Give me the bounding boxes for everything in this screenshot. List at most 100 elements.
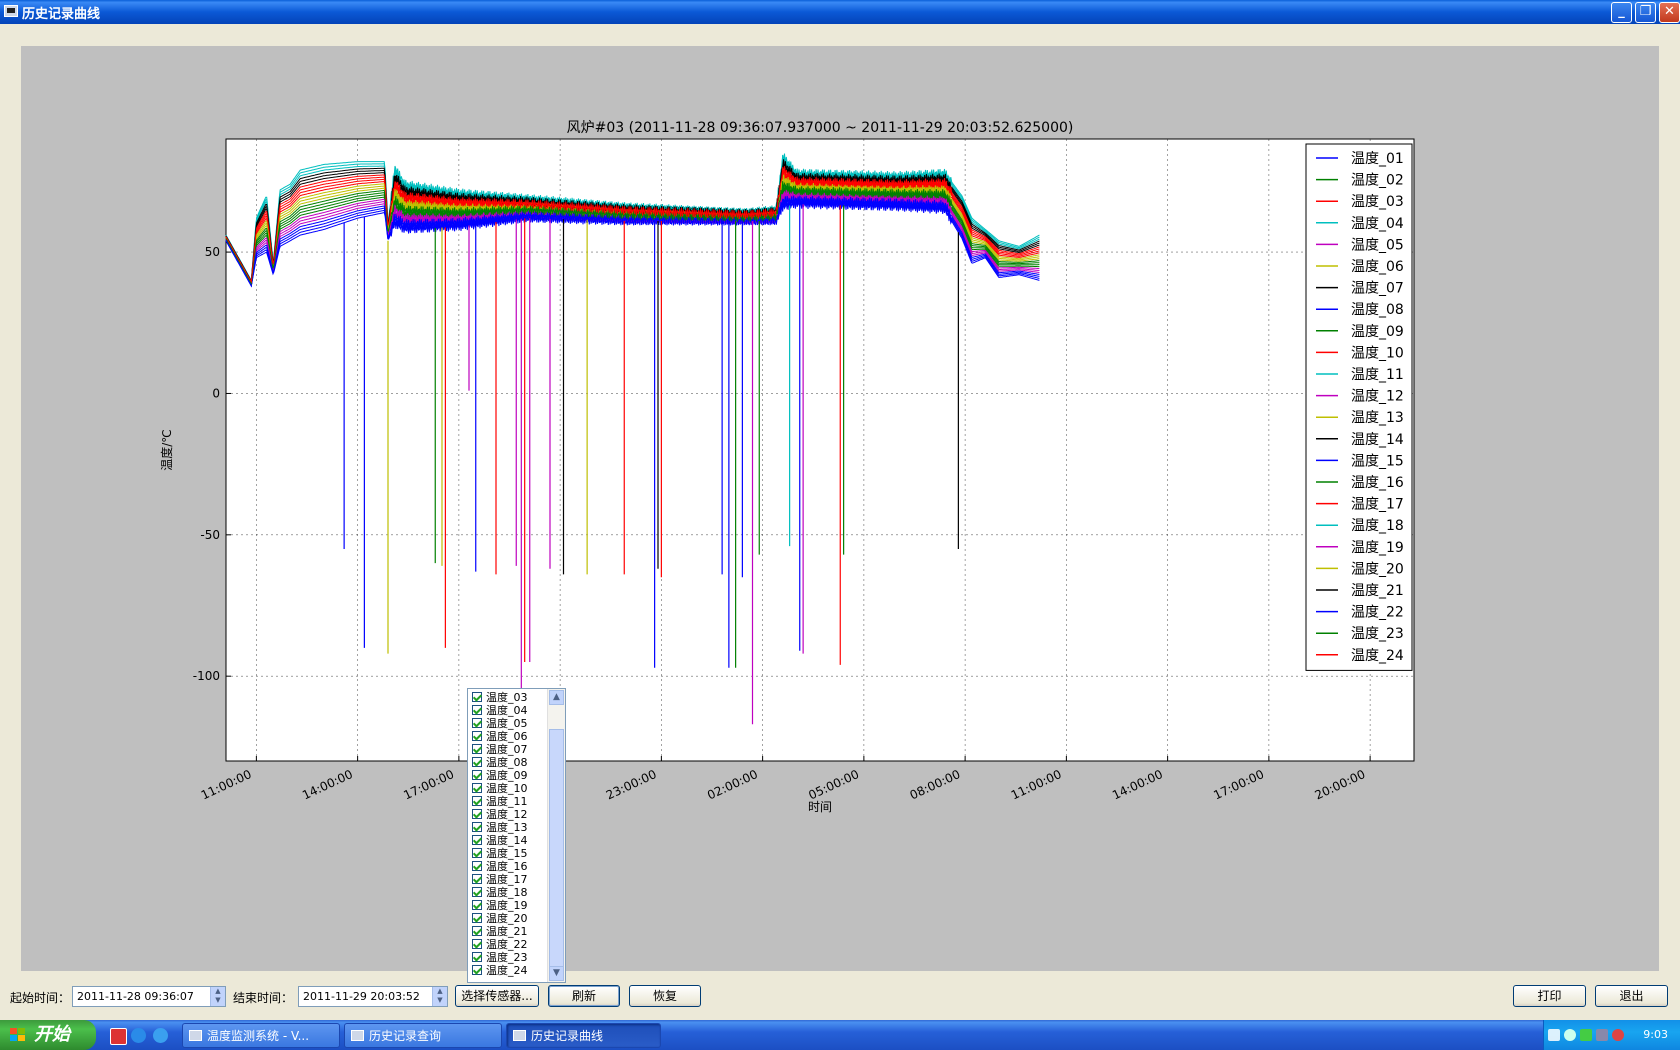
network-icon[interactable] — [1580, 1029, 1592, 1041]
sensor-checkbox[interactable] — [472, 809, 482, 819]
sensor-select-list[interactable]: 温度_03 温度_04 温度_05 温度_06 温度_07 温度_08 温度_09 温度_10… — [467, 688, 566, 983]
sensor-list-item[interactable]: 温度_21 — [472, 925, 528, 938]
ie-browser-icon[interactable] — [131, 1028, 146, 1043]
sensor-checkbox[interactable] — [472, 744, 482, 754]
sensor-list-item[interactable]: 温度_16 — [472, 860, 528, 873]
sensor-list-item[interactable]: 温度_14 — [472, 834, 528, 847]
sensor-checkbox[interactable] — [472, 900, 482, 910]
legend-label: 温度_23 — [1351, 626, 1404, 642]
start-time-label: 起始时间： — [10, 991, 71, 1005]
task-history-query[interactable]: 历史记录查询 — [344, 1023, 502, 1048]
sensor-list-item[interactable]: 温度_05 — [472, 717, 528, 730]
restore-view-button[interactable]: 恢复 — [629, 985, 701, 1007]
sensor-label: 温度_07 — [486, 743, 528, 756]
security-icon[interactable] — [1612, 1029, 1624, 1041]
sensor-checkbox[interactable] — [472, 926, 482, 936]
sensor-checkbox[interactable] — [472, 835, 482, 845]
display-icon[interactable] — [1596, 1029, 1608, 1041]
window-titlebar[interactable]: 历史记录曲线 _ ❐ ✕ — [0, 0, 1680, 24]
series-lines — [225, 153, 1040, 288]
sensor-checkbox[interactable] — [472, 952, 482, 962]
task-window-icon — [189, 1030, 202, 1041]
sensor-list-item[interactable]: 温度_22 — [472, 938, 528, 951]
sensor-list-item[interactable]: 温度_04 — [472, 704, 528, 717]
sensor-checkbox[interactable] — [472, 848, 482, 858]
sensor-checkbox[interactable] — [472, 965, 482, 975]
sensor-list-item[interactable]: 温度_09 — [472, 769, 528, 782]
sensor-checkbox[interactable] — [472, 783, 482, 793]
quicklaunch-browser-icon[interactable] — [153, 1028, 168, 1043]
sensor-checkbox[interactable] — [472, 718, 482, 728]
app-window-icon — [4, 5, 18, 17]
sensor-checkbox[interactable] — [472, 796, 482, 806]
sensor-list-item[interactable]: 温度_17 — [472, 873, 528, 886]
scroll-down-button[interactable]: ▼ — [549, 966, 564, 981]
select-sensor-button[interactable]: 选择传感器... — [455, 985, 539, 1007]
task-monitor-system[interactable]: 温度监测系统 - V... — [182, 1023, 340, 1048]
x-tick-label: 11:00:00 — [1009, 767, 1064, 802]
scroll-thumb[interactable] — [549, 729, 564, 969]
end-time-value: 2011-11-29 20:03:52 — [303, 990, 420, 1003]
sensor-label: 温度_20 — [486, 912, 528, 925]
exit-button[interactable]: 退出 — [1595, 985, 1668, 1007]
sensor-list-item[interactable]: 温度_13 — [472, 821, 528, 834]
legend-label: 温度_21 — [1351, 583, 1404, 599]
sensor-list-scrollbar[interactable]: ▲ ▼ — [547, 689, 565, 982]
sensor-list-item[interactable]: 温度_06 — [472, 730, 528, 743]
sensor-list-item[interactable]: 温度_07 — [472, 743, 528, 756]
restore-button[interactable]: ❐ — [1635, 2, 1656, 23]
sensor-checkbox[interactable] — [472, 822, 482, 832]
print-button[interactable]: 打印 — [1513, 985, 1586, 1007]
sensor-checkbox[interactable] — [472, 913, 482, 923]
sensor-checkbox[interactable] — [472, 731, 482, 741]
sensor-label: 温度_17 — [486, 873, 528, 886]
sensor-list-item[interactable]: 温度_08 — [472, 756, 528, 769]
start-time-spinner[interactable]: ▲ ▼ — [210, 987, 225, 1006]
sensor-list-item[interactable]: 温度_11 — [472, 795, 528, 808]
sensor-checkbox[interactable] — [472, 861, 482, 871]
sensor-label: 温度_23 — [486, 951, 528, 964]
tray-arrow-icon[interactable] — [1564, 1029, 1576, 1041]
task-history-curve[interactable]: 历史记录曲线 — [506, 1023, 661, 1048]
series-line — [225, 181, 1040, 286]
sensor-list-item[interactable]: 温度_19 — [472, 899, 528, 912]
sensor-list-item[interactable]: 温度_15 — [472, 847, 528, 860]
sensor-label: 温度_13 — [486, 821, 528, 834]
sensor-label: 温度_03 — [486, 691, 528, 704]
sensor-checkbox[interactable] — [472, 692, 482, 702]
y-axis-label: 温度/℃ — [159, 429, 174, 471]
sensor-list-item[interactable]: 温度_03 — [472, 691, 528, 704]
scroll-up-button[interactable]: ▲ — [549, 690, 564, 705]
end-time-spinner[interactable]: ▲ ▼ — [432, 987, 447, 1006]
sensor-list-item[interactable]: 温度_18 — [472, 886, 528, 899]
line-chart: 11:00:00 14:00:00 17:00:00 20:00:00 23:00:00… — [159, 120, 1415, 814]
minimize-button[interactable]: _ — [1611, 2, 1632, 23]
legend-label: 温度_18 — [1351, 518, 1404, 534]
start-button[interactable]: 开始 — [0, 1020, 96, 1050]
series-line — [225, 166, 1040, 284]
sensor-list-item[interactable]: 温度_20 — [472, 912, 528, 925]
grid-lines — [226, 139, 1414, 761]
refresh-button[interactable]: 刷新 — [548, 985, 620, 1007]
sensor-checkbox[interactable] — [472, 939, 482, 949]
legend-label: 温度_16 — [1351, 475, 1404, 491]
y-tick-label: 0 — [212, 386, 220, 400]
legend-label: 温度_08 — [1351, 302, 1404, 318]
sensor-list-item[interactable]: 温度_24 — [472, 964, 528, 977]
sensor-list-item[interactable]: 温度_12 — [472, 808, 528, 821]
keyboard-icon[interactable] — [1548, 1029, 1560, 1041]
sensor-list-item[interactable]: 温度_10 — [472, 782, 528, 795]
quicklaunch-app-icon[interactable] — [110, 1028, 127, 1045]
sensor-checkbox[interactable] — [472, 874, 482, 884]
sensor-checkbox[interactable] — [472, 770, 482, 780]
end-time-field[interactable]: 2011-11-29 20:03:52 ▲ ▼ — [298, 986, 448, 1007]
sensor-list-item[interactable]: 温度_23 — [472, 951, 528, 964]
sensor-checkbox[interactable] — [472, 757, 482, 767]
sensor-checkbox[interactable] — [472, 887, 482, 897]
sensor-checkbox[interactable] — [472, 705, 482, 715]
legend-label: 温度_03 — [1351, 194, 1404, 210]
sensor-label: 温度_11 — [486, 795, 528, 808]
start-time-field[interactable]: 2011-11-28 09:36:07 ▲ ▼ — [72, 986, 226, 1007]
axes-background — [225, 138, 1415, 762]
close-button[interactable]: ✕ — [1659, 2, 1680, 23]
